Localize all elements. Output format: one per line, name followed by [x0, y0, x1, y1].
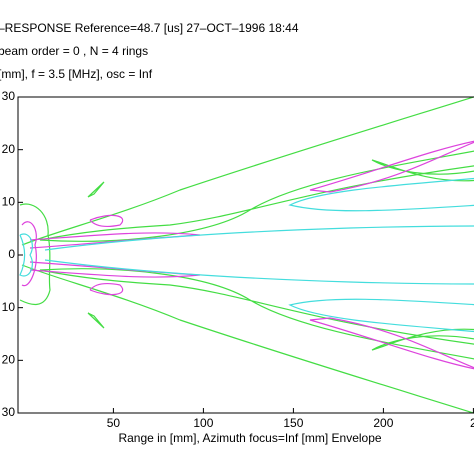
contour [19, 233, 33, 277]
contour [87, 181, 105, 198]
contour [288, 177, 474, 212]
contour [371, 159, 474, 182]
contour [44, 225, 474, 251]
contour [288, 298, 474, 333]
x-tick-label: 200 [373, 416, 393, 430]
contour [19, 203, 51, 305]
title-line: –RESPONSE Reference=48.7 [us] 27–OCT–199… [0, 21, 299, 35]
y-tick-label: 30 [2, 405, 16, 419]
contour [39, 268, 474, 360]
contour [89, 283, 124, 296]
contour [371, 328, 474, 351]
contour [21, 264, 474, 414]
x-tick-label: 2 [470, 416, 474, 430]
contour [309, 317, 474, 370]
contours [19, 96, 474, 414]
contour [44, 259, 474, 285]
contour [87, 312, 105, 329]
x-tick-label: 150 [283, 416, 303, 430]
y-tick-label: 30 [2, 89, 16, 103]
contour [39, 150, 474, 242]
y-tick-label: 10 [2, 195, 16, 209]
plot-frame [17, 96, 474, 414]
contour [89, 214, 124, 227]
title-line: [mm], f = 3.5 [MHz], osc = Inf [0, 67, 153, 81]
y-tick-label: 0 [8, 247, 15, 261]
x-tick-label: 50 [107, 416, 121, 430]
y-tick-label: 10 [2, 300, 16, 314]
contour [309, 140, 474, 193]
contour [21, 221, 37, 287]
y-tick-label: 20 [2, 353, 16, 367]
x-axis-label: Range in [mm], Azimuth focus=Inf [mm] En… [118, 431, 381, 445]
x-tick-label: 100 [193, 416, 213, 430]
contour [21, 96, 474, 246]
y-tick-label: 20 [2, 142, 16, 156]
title-line: beam order = 0 , N = 4 rings [0, 44, 148, 58]
